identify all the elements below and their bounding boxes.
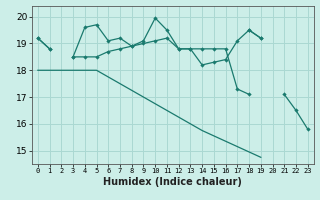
- X-axis label: Humidex (Indice chaleur): Humidex (Indice chaleur): [103, 177, 242, 187]
